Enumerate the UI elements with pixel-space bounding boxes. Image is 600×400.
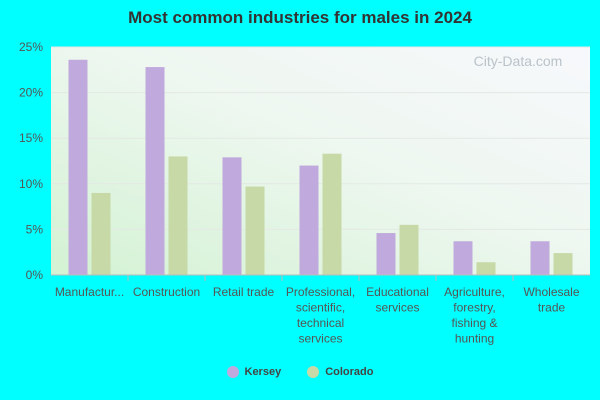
bar-kersey-4[interactable] xyxy=(376,233,396,275)
y-tick-label: 20% xyxy=(19,86,43,100)
plot-area xyxy=(51,47,590,275)
legend-item-kersey: Kersey xyxy=(226,366,282,378)
legend-item-colorado: Colorado xyxy=(307,366,373,378)
legend-label-kersey: Kersey xyxy=(244,366,282,378)
chart-title: Most common industries for males in 2024 xyxy=(128,8,472,27)
bar-kersey-1[interactable] xyxy=(145,67,165,276)
watermark: City-Data.com xyxy=(474,53,563,69)
bar-colorado-3[interactable] xyxy=(322,153,342,275)
bar-colorado-5[interactable] xyxy=(476,262,496,275)
legend: Kersey Colorado xyxy=(0,366,600,378)
x-category-label: Construction xyxy=(133,285,200,299)
y-tick-label: 0% xyxy=(26,268,44,282)
bar-colorado-0[interactable] xyxy=(91,192,111,275)
bar-colorado-4[interactable] xyxy=(399,224,419,275)
bar-colorado-6[interactable] xyxy=(553,253,573,275)
legend-label-colorado: Colorado xyxy=(325,366,374,378)
bar-kersey-2[interactable] xyxy=(222,157,242,275)
bar-colorado-2[interactable] xyxy=(245,186,265,275)
x-category-label: Wholesale trade xyxy=(523,285,579,315)
legend-swatch-colorado xyxy=(307,366,320,378)
legend-swatch-kersey xyxy=(226,366,239,378)
bar-colorado-1[interactable] xyxy=(168,156,188,275)
bar-kersey-5[interactable] xyxy=(453,241,473,275)
x-category-label: Educational services xyxy=(366,285,429,315)
y-tick-label: 15% xyxy=(19,131,43,145)
y-tick-label: 5% xyxy=(26,222,44,236)
bar-kersey-0[interactable] xyxy=(68,59,88,275)
y-tick-label: 25% xyxy=(19,40,43,54)
x-category-label: Professional, scientific, technical service… xyxy=(286,285,355,346)
x-category-label: Retail trade xyxy=(213,285,275,299)
x-category-label: Agriculture, forestry, fishing & hunting xyxy=(444,285,505,346)
bar-kersey-6[interactable] xyxy=(530,241,550,275)
y-tick-label: 10% xyxy=(19,177,43,191)
x-category-label: Manufactur... xyxy=(55,285,124,299)
bar-kersey-3[interactable] xyxy=(299,165,319,275)
